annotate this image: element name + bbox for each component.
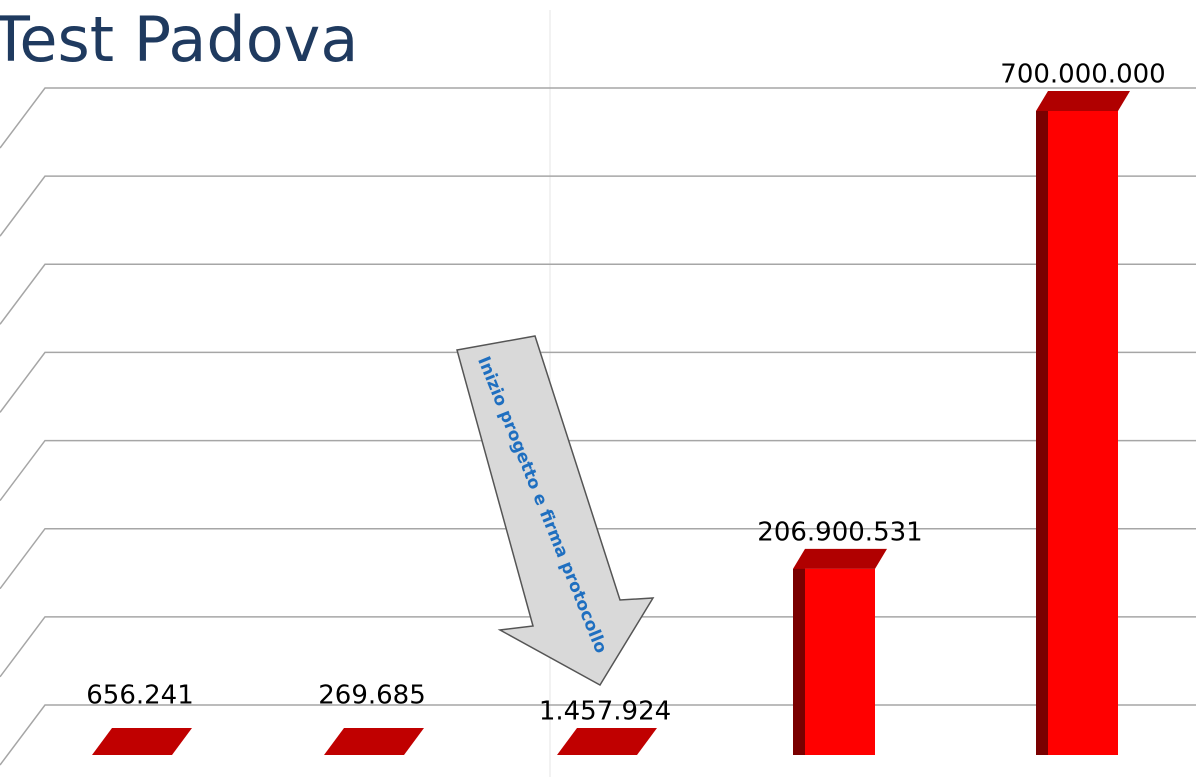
bar (557, 728, 657, 755)
grid-line (0, 441, 1196, 501)
page: Test Padova 656.241 269.685 1.457.924 206.9… (0, 0, 1196, 777)
grid-line (0, 352, 1196, 412)
grid-line (0, 176, 1196, 236)
chart: Test Padova 656.241 269.685 1.457.924 206.9… (0, 0, 1196, 777)
value-label: 206.900.531 (757, 517, 922, 547)
chart-title: Test Padova (0, 3, 358, 76)
bar-top (793, 549, 887, 569)
bar-front (805, 569, 875, 755)
annotation-arrow: Inizio progetto e firma protocollo (457, 336, 653, 685)
bars: 656.241 269.685 1.457.924 206.900.531 700.00… (86, 60, 1165, 756)
value-label: 1.457.924 (539, 697, 671, 727)
bar (92, 728, 192, 755)
bar (793, 549, 887, 755)
bar-top (324, 728, 424, 755)
value-label: 700.000.000 (1000, 60, 1165, 90)
value-label: 656.241 (86, 681, 194, 711)
bar-top (1036, 91, 1130, 111)
grid-line (0, 264, 1196, 324)
bar-top (557, 728, 657, 755)
bar-side (793, 563, 805, 755)
grid-line (0, 88, 1196, 148)
bar-side (1036, 105, 1048, 755)
bar-top (92, 728, 192, 755)
value-label: 269.685 (318, 681, 426, 711)
bar-front (1048, 111, 1118, 755)
bar (1036, 91, 1130, 755)
bar (324, 728, 424, 755)
